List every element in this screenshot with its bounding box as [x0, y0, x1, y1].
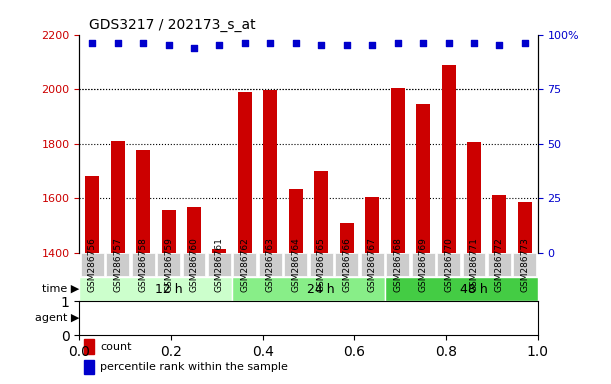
Point [495, 42, 505, 48]
Bar [518, 202, 532, 384]
Point [265, 40, 275, 46]
Bar [84, 339, 94, 354]
Point [520, 40, 530, 46]
Text: GSM286758: GSM286758 [139, 237, 148, 292]
Text: GSM286771: GSM286771 [469, 237, 478, 292]
Point [112, 40, 122, 46]
FancyBboxPatch shape [81, 253, 104, 276]
Point [291, 40, 301, 46]
Text: GSM286760: GSM286760 [189, 237, 199, 292]
Point [240, 40, 250, 46]
Text: GSM286769: GSM286769 [419, 237, 428, 292]
Text: 24 h: 24 h [307, 283, 335, 296]
Point [367, 42, 377, 48]
Bar [340, 223, 354, 384]
Text: agent ▶: agent ▶ [35, 313, 79, 323]
Text: GSM286756: GSM286756 [87, 237, 97, 292]
FancyBboxPatch shape [259, 253, 282, 276]
Text: estradiol: estradiol [335, 313, 384, 323]
FancyBboxPatch shape [310, 253, 333, 276]
Point [469, 40, 479, 46]
FancyBboxPatch shape [437, 253, 460, 276]
FancyBboxPatch shape [157, 253, 180, 276]
Bar [416, 104, 430, 384]
Text: GSM286773: GSM286773 [521, 237, 530, 292]
Text: control: control [111, 313, 150, 323]
Text: estradiol: estradiol [183, 313, 231, 323]
Text: control: control [417, 313, 455, 323]
Text: GSM286762: GSM286762 [240, 237, 249, 292]
FancyBboxPatch shape [360, 253, 384, 276]
FancyBboxPatch shape [208, 253, 231, 276]
Point [189, 45, 199, 51]
Text: 48 h: 48 h [460, 283, 488, 296]
Point [138, 40, 148, 46]
Text: estradiol: estradiol [488, 313, 536, 323]
Point [164, 42, 174, 48]
Bar [263, 91, 277, 384]
Text: GSM286761: GSM286761 [215, 237, 224, 292]
FancyBboxPatch shape [232, 277, 385, 301]
FancyBboxPatch shape [284, 253, 307, 276]
FancyBboxPatch shape [233, 253, 257, 276]
Bar [314, 171, 328, 384]
FancyBboxPatch shape [183, 253, 205, 276]
FancyBboxPatch shape [131, 253, 155, 276]
FancyBboxPatch shape [385, 301, 461, 335]
Bar [289, 189, 303, 384]
FancyBboxPatch shape [79, 301, 156, 335]
Point [87, 40, 97, 46]
Text: GSM286757: GSM286757 [113, 237, 122, 292]
Bar [111, 141, 125, 384]
Text: GSM286767: GSM286767 [368, 237, 377, 292]
Bar [85, 176, 99, 384]
Bar [365, 197, 379, 384]
FancyBboxPatch shape [309, 301, 385, 335]
Text: GSM286770: GSM286770 [444, 237, 453, 292]
FancyBboxPatch shape [488, 253, 511, 276]
FancyBboxPatch shape [385, 277, 538, 301]
Bar [136, 151, 150, 384]
FancyBboxPatch shape [386, 253, 409, 276]
Point [393, 40, 403, 46]
Point [444, 40, 453, 46]
Bar [187, 207, 201, 384]
FancyBboxPatch shape [335, 253, 358, 276]
Bar [238, 92, 252, 384]
Bar [161, 210, 175, 384]
Point [418, 40, 428, 46]
Text: percentile rank within the sample: percentile rank within the sample [100, 362, 288, 372]
Bar [492, 195, 507, 384]
FancyBboxPatch shape [156, 301, 232, 335]
Point [342, 42, 351, 48]
FancyBboxPatch shape [79, 277, 232, 301]
FancyBboxPatch shape [461, 301, 538, 335]
FancyBboxPatch shape [463, 253, 486, 276]
Text: time ▶: time ▶ [42, 284, 79, 294]
Text: count: count [100, 342, 131, 352]
Point [214, 42, 224, 48]
Bar [467, 142, 481, 384]
Text: GSM286763: GSM286763 [266, 237, 275, 292]
Bar [213, 248, 227, 384]
Point [316, 42, 326, 48]
Text: GDS3217 / 202173_s_at: GDS3217 / 202173_s_at [89, 18, 255, 32]
Bar [390, 88, 404, 384]
Text: GSM286765: GSM286765 [316, 237, 326, 292]
Text: control: control [264, 313, 302, 323]
Text: GSM286764: GSM286764 [291, 237, 301, 292]
Text: GSM286766: GSM286766 [342, 237, 351, 292]
Text: GSM286772: GSM286772 [495, 237, 504, 292]
FancyBboxPatch shape [412, 253, 434, 276]
Text: GSM286759: GSM286759 [164, 237, 173, 292]
FancyBboxPatch shape [106, 253, 129, 276]
Text: 12 h: 12 h [155, 283, 182, 296]
FancyBboxPatch shape [513, 253, 536, 276]
Bar [84, 360, 94, 374]
Text: GSM286768: GSM286768 [393, 237, 402, 292]
Bar [442, 65, 456, 384]
FancyBboxPatch shape [232, 301, 309, 335]
